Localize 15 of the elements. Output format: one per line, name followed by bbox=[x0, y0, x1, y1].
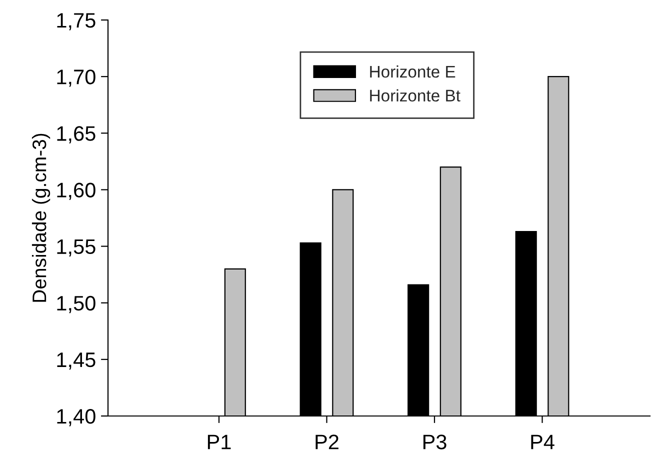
y-tick-label: 1,40 bbox=[57, 409, 96, 426]
y-tick-label: 1,70 bbox=[57, 70, 96, 87]
x-tick-label: P2 bbox=[316, 434, 338, 450]
y-tick-label: 1,50 bbox=[57, 296, 96, 314]
x-tick-label: P3 bbox=[423, 434, 446, 450]
x-tick-label: P1 bbox=[208, 434, 231, 450]
y-tick-label: 1,65 bbox=[57, 126, 96, 144]
legend-label: Horizonte E bbox=[370, 65, 456, 78]
y-tick-label: 1,55 bbox=[57, 240, 96, 256]
legend-label: Horizonte Bt bbox=[370, 89, 460, 102]
y-tick-label: 1,60 bbox=[57, 182, 96, 200]
y-tick-label: 1,75 bbox=[57, 13, 96, 30]
y-tick-label: 1,45 bbox=[57, 352, 96, 370]
x-tick-label: P4 bbox=[531, 434, 554, 450]
y-axis-title: Densidade (g.cm-3) bbox=[32, 134, 50, 302]
